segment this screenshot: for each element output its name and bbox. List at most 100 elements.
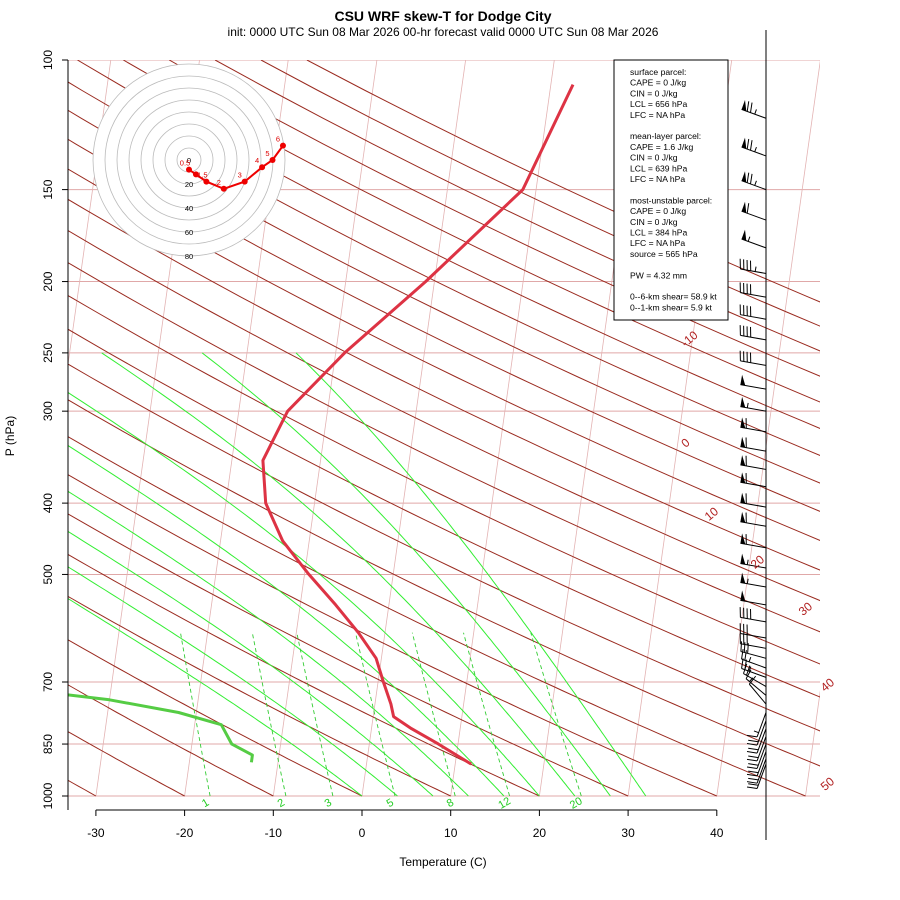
dry-adiabat-line — [68, 595, 451, 797]
dry-adiabat-line — [68, 399, 820, 767]
wind-barb-feather — [746, 758, 758, 762]
dry-adiabat-line — [68, 109, 820, 484]
hodograph-ring-label: 60 — [185, 228, 193, 237]
dry-adiabat-line — [68, 553, 540, 797]
dry-adiabat-line — [68, 639, 363, 797]
wind-barb-feather — [746, 751, 758, 754]
mixing-ratio-label: 1 — [200, 797, 211, 810]
wind-barb — [748, 675, 767, 705]
info-line: LFC = NA hPa — [630, 174, 685, 184]
wind-barb — [740, 396, 767, 412]
wind-barb-flag — [741, 201, 747, 213]
hodograph-point-label: 6 — [276, 135, 280, 144]
wind-barb-staff — [748, 683, 767, 705]
wind-barb-feather — [746, 138, 750, 150]
dry-adiabat-line — [68, 363, 820, 732]
wind-barb — [741, 648, 767, 669]
wind-barb-half-feather — [746, 578, 749, 584]
y-tick-label: 500 — [41, 564, 55, 584]
wind-barb — [745, 669, 767, 696]
wind-barb-staff — [756, 728, 767, 754]
wind-barb — [746, 736, 767, 762]
y-axis-label: P (hPa) — [3, 416, 17, 456]
mixing-ratio-line — [411, 632, 456, 797]
info-line: CAPE = 0 J/kg — [630, 78, 686, 88]
x-tick-label: 10 — [444, 826, 458, 840]
thermo-grid — [68, 60, 820, 797]
wind-barb-flag — [740, 417, 746, 429]
dry-adiabat-line — [68, 731, 185, 797]
hodograph: 20 40 60 80 0 0.5 1.5 2 3 456 — [92, 63, 286, 261]
info-line: source = 565 hPa — [630, 249, 698, 259]
info-line: surface parcel: — [630, 67, 686, 77]
hodograph-point-label: 2 — [217, 178, 221, 187]
mixing-ratio-line — [355, 632, 396, 797]
wind-barb-flag — [740, 455, 746, 466]
wind-barb-feather — [748, 783, 759, 786]
wind-barb-half-feather — [754, 266, 757, 272]
wind-barb — [740, 455, 767, 470]
wind-barb-flag — [740, 590, 746, 602]
wind-barb-staff — [740, 268, 767, 274]
wind-barb — [739, 325, 767, 341]
y-tick-label: 200 — [41, 271, 55, 291]
wind-barb-staff — [756, 736, 767, 762]
wind-barb-flag — [741, 171, 747, 183]
wind-barb-flag — [740, 436, 746, 448]
wind-barb-staff — [741, 108, 767, 119]
wind-barb-feather — [746, 203, 750, 214]
wind-barb-flag — [740, 492, 746, 504]
mixing-ratio-label: 12 — [496, 795, 513, 812]
wind-barb — [740, 472, 767, 488]
dry-adiabat-line — [68, 168, 820, 541]
wind-barb — [739, 258, 767, 274]
wind-barb — [740, 374, 767, 390]
wind-barb-feather — [743, 663, 748, 674]
mixing-ratio-line — [296, 632, 334, 797]
wind-barb-flag — [740, 533, 746, 545]
moist-adiabat-line — [295, 352, 647, 797]
dry-adiabat-line — [68, 684, 274, 797]
y-tick-label: 250 — [41, 343, 55, 363]
dry-adiabat-line — [68, 198, 820, 571]
wind-barb-feather — [745, 669, 752, 679]
wind-barb-feather — [743, 642, 746, 653]
wind-barb-feather — [746, 101, 750, 112]
hodograph-ring — [140, 111, 238, 209]
wind-barb-feather — [746, 665, 751, 676]
dry-adiabat-line — [168, 60, 820, 377]
wind-barb-staff — [740, 314, 767, 320]
info-line: most-unstable parcel: — [630, 195, 712, 205]
hodograph-point — [220, 185, 227, 192]
wind-barb — [739, 623, 767, 639]
chart-title: CSU WRF skew-T for Dodge City — [334, 8, 551, 24]
wind-barb-staff — [740, 426, 767, 433]
wind-barb-flag — [740, 553, 746, 565]
x-tick-label: 30 — [621, 826, 635, 840]
wind-barb-feather — [741, 648, 744, 660]
isotherm-line — [272, 60, 378, 797]
x-tick-label: 0 — [359, 826, 366, 840]
moist-adiabat-line — [68, 597, 363, 797]
wind-barb — [740, 511, 767, 527]
wind-barb — [741, 137, 767, 157]
wind-barb-staff — [740, 502, 767, 508]
dry-adiabat-line — [68, 328, 820, 698]
wind-barb-flag — [741, 137, 747, 149]
wind-barb-staff — [756, 743, 767, 769]
moist-adiabat-line — [201, 352, 611, 797]
wind-barb-staff — [740, 406, 767, 412]
x-tick-label: 20 — [533, 826, 547, 840]
dry-adiabat-line — [68, 474, 717, 797]
wind-barb-feather — [750, 102, 753, 113]
wind-barb-staff — [740, 651, 767, 659]
y-tick-label: 1000 — [41, 782, 55, 809]
wind-barb-feather — [746, 743, 758, 746]
dry-adiabat-line — [68, 262, 820, 633]
mixing-ratio-line — [180, 632, 211, 797]
mixing-ratio-line — [463, 632, 511, 797]
wind-barb-feather — [750, 140, 753, 151]
wind-barb — [746, 720, 767, 746]
wind-barb — [746, 763, 767, 790]
